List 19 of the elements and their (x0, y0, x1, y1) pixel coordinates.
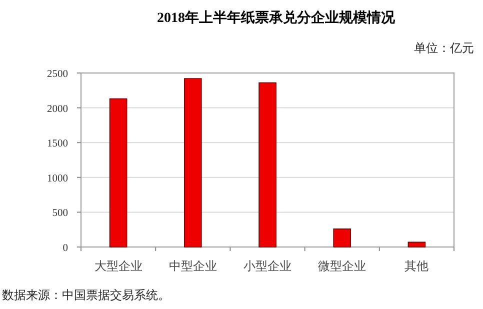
bar (184, 78, 202, 248)
x-tick-label: 其他 (404, 259, 429, 273)
chart-title: 2018年上半年纸票承兑分企业规模情况 (157, 10, 396, 26)
y-tick-label: 1000 (47, 173, 68, 184)
bar (333, 228, 351, 248)
x-tick-label: 微型企业 (318, 259, 366, 273)
x-tick-label: 大型企业 (94, 259, 142, 273)
bar (408, 242, 426, 248)
bar (258, 82, 276, 248)
x-tick-label: 小型企业 (244, 259, 292, 273)
y-tick-label: 500 (52, 208, 68, 220)
y-tick-label: 1500 (47, 138, 68, 150)
bar (109, 98, 128, 248)
y-tick-label: 2000 (47, 104, 68, 115)
y-tick-label: 2500 (47, 69, 68, 80)
chart-subtitle: 单位：亿元 (414, 41, 474, 55)
x-tick-label: 中型企业 (168, 259, 217, 273)
y-tick-label: 0 (62, 243, 68, 254)
source-note: 数据来源：中国票据交易系统。 (2, 288, 170, 302)
